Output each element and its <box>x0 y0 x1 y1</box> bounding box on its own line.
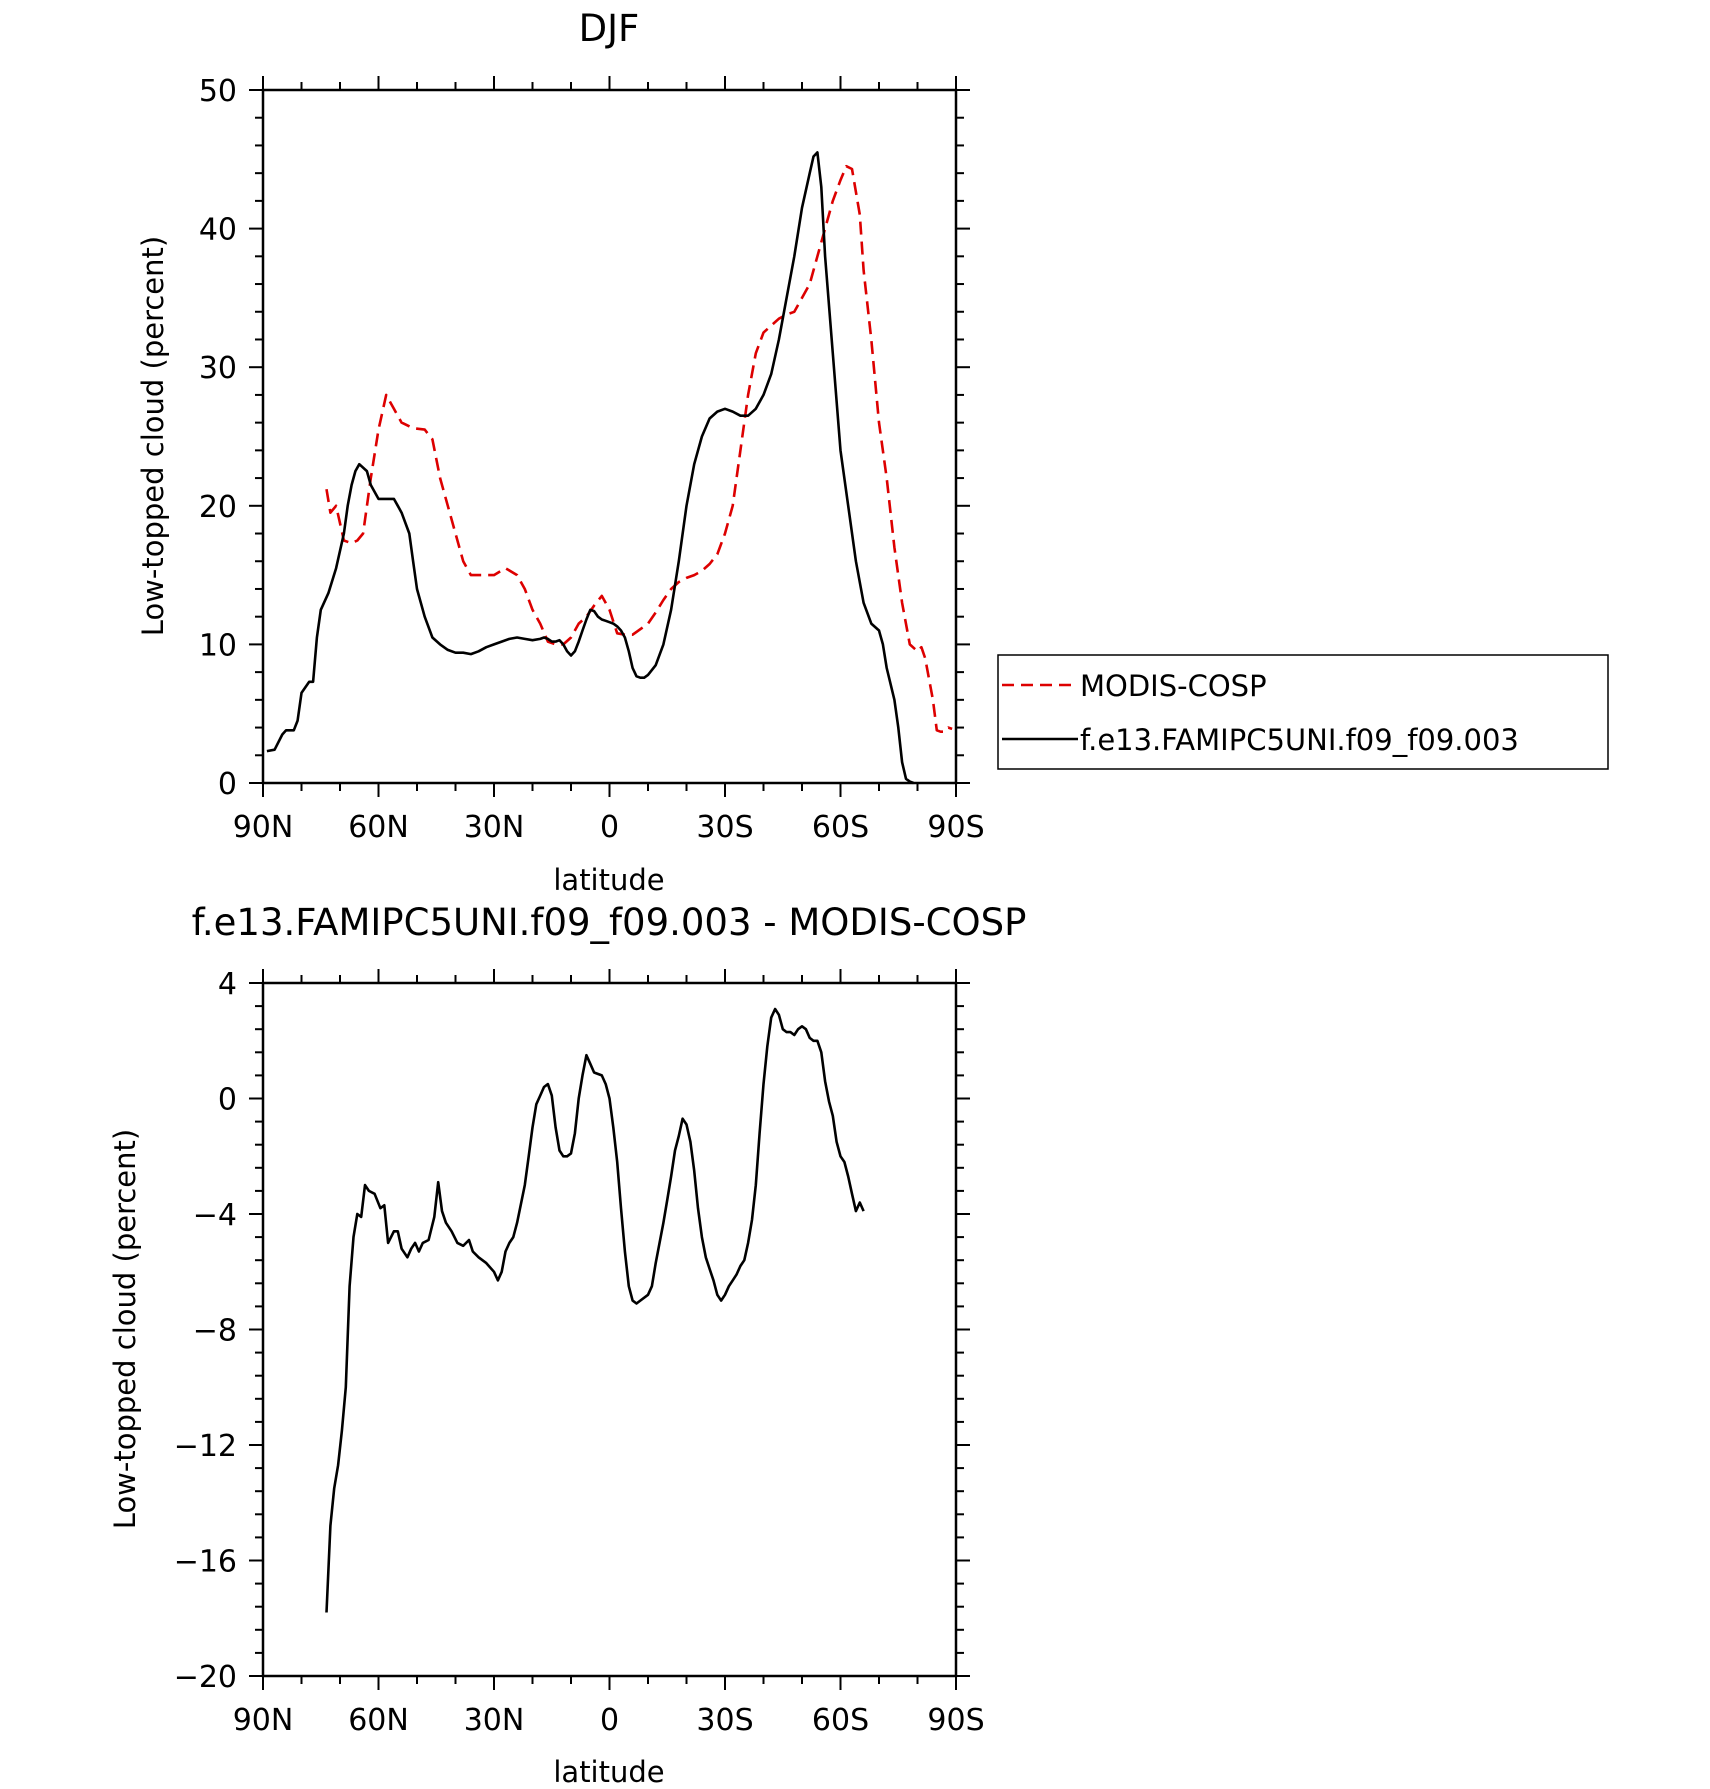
top-y-axis-label: Low-topped cloud (percent) <box>136 236 170 636</box>
bottom-series-lines <box>325 1007 865 1613</box>
bottom-series-line-0 <box>325 1007 865 1613</box>
top-x-tick-label: 90S <box>927 810 984 845</box>
bottom-x-tick-label: 60N <box>348 1703 409 1738</box>
bottom-x-tick-label: 30S <box>696 1703 753 1738</box>
top-x-tick-label: 90N <box>233 810 294 845</box>
legend-label-modis: MODIS-COSP <box>1080 669 1267 703</box>
bottom-y-tick-label: −8 <box>193 1314 237 1349</box>
bottom-x-tick-label: 90N <box>233 1703 294 1738</box>
bottom-x-tick-label: 30N <box>464 1703 525 1738</box>
bottom-y-tick-label: −20 <box>174 1660 237 1695</box>
bottom-y-tick-label: 4 <box>218 967 237 1002</box>
bottom-chart-panel: f.e13.FAMIPC5UNI.f09_f09.003 - MODIS-COS… <box>108 901 1026 1789</box>
top-y-tick-label: 30 <box>199 351 237 386</box>
top-y-tick-label: 0 <box>218 767 237 802</box>
top-y-tick-label: 10 <box>199 628 237 663</box>
bottom-y-axis-label: Low-topped cloud (percent) <box>108 1129 142 1529</box>
bottom-x-tick-label: 0 <box>600 1703 619 1738</box>
top-series-line-0 <box>325 164 953 733</box>
top-series-line-1 <box>266 151 915 785</box>
bottom-axis-ticks: 90N 60N 30N 0 30S 60S 90S −20 −16 −12 −8 −4 0 4 <box>174 967 985 1738</box>
top-x-axis-label: latitude <box>553 863 664 897</box>
legend-box <box>997 654 1609 770</box>
top-x-tick-label: 60S <box>812 810 869 845</box>
top-chart-panel: DJF 90N 60N 30N 0 30S 60S 90S 0 10 20 30 40 50 latit… <box>136 7 1609 897</box>
bottom-x-axis-label: latitude <box>553 1755 664 1789</box>
top-y-tick-label: 20 <box>199 490 237 525</box>
top-y-tick-label: 40 <box>199 213 237 248</box>
bottom-y-tick-label: −12 <box>174 1429 237 1464</box>
top-chart-title: DJF <box>579 7 640 50</box>
top-x-tick-label: 30N <box>464 810 525 845</box>
top-y-tick-label: 50 <box>199 74 237 109</box>
bottom-plot-frame <box>261 981 958 1678</box>
top-x-tick-label: 0 <box>600 810 619 845</box>
top-plot-frame <box>261 88 958 785</box>
bottom-chart-title: f.e13.FAMIPC5UNI.f09_f09.003 - MODIS-COS… <box>192 901 1027 944</box>
top-series-lines <box>266 151 953 785</box>
top-legend: MODIS-COSP f.e13.FAMIPC5UNI.f09_f09.003 <box>997 654 1609 770</box>
bottom-y-tick-label: −16 <box>174 1545 237 1580</box>
bottom-y-tick-label: −4 <box>193 1198 237 1233</box>
top-x-tick-label: 30S <box>696 810 753 845</box>
bottom-x-tick-label: 90S <box>927 1703 984 1738</box>
bottom-y-tick-label: 0 <box>218 1083 237 1118</box>
top-axis-ticks: 90N 60N 30N 0 30S 60S 90S 0 10 20 30 40 50 <box>199 74 985 845</box>
top-x-tick-label: 60N <box>348 810 409 845</box>
bottom-x-tick-label: 60S <box>812 1703 869 1738</box>
legend-label-model: f.e13.FAMIPC5UNI.f09_f09.003 <box>1080 723 1519 757</box>
